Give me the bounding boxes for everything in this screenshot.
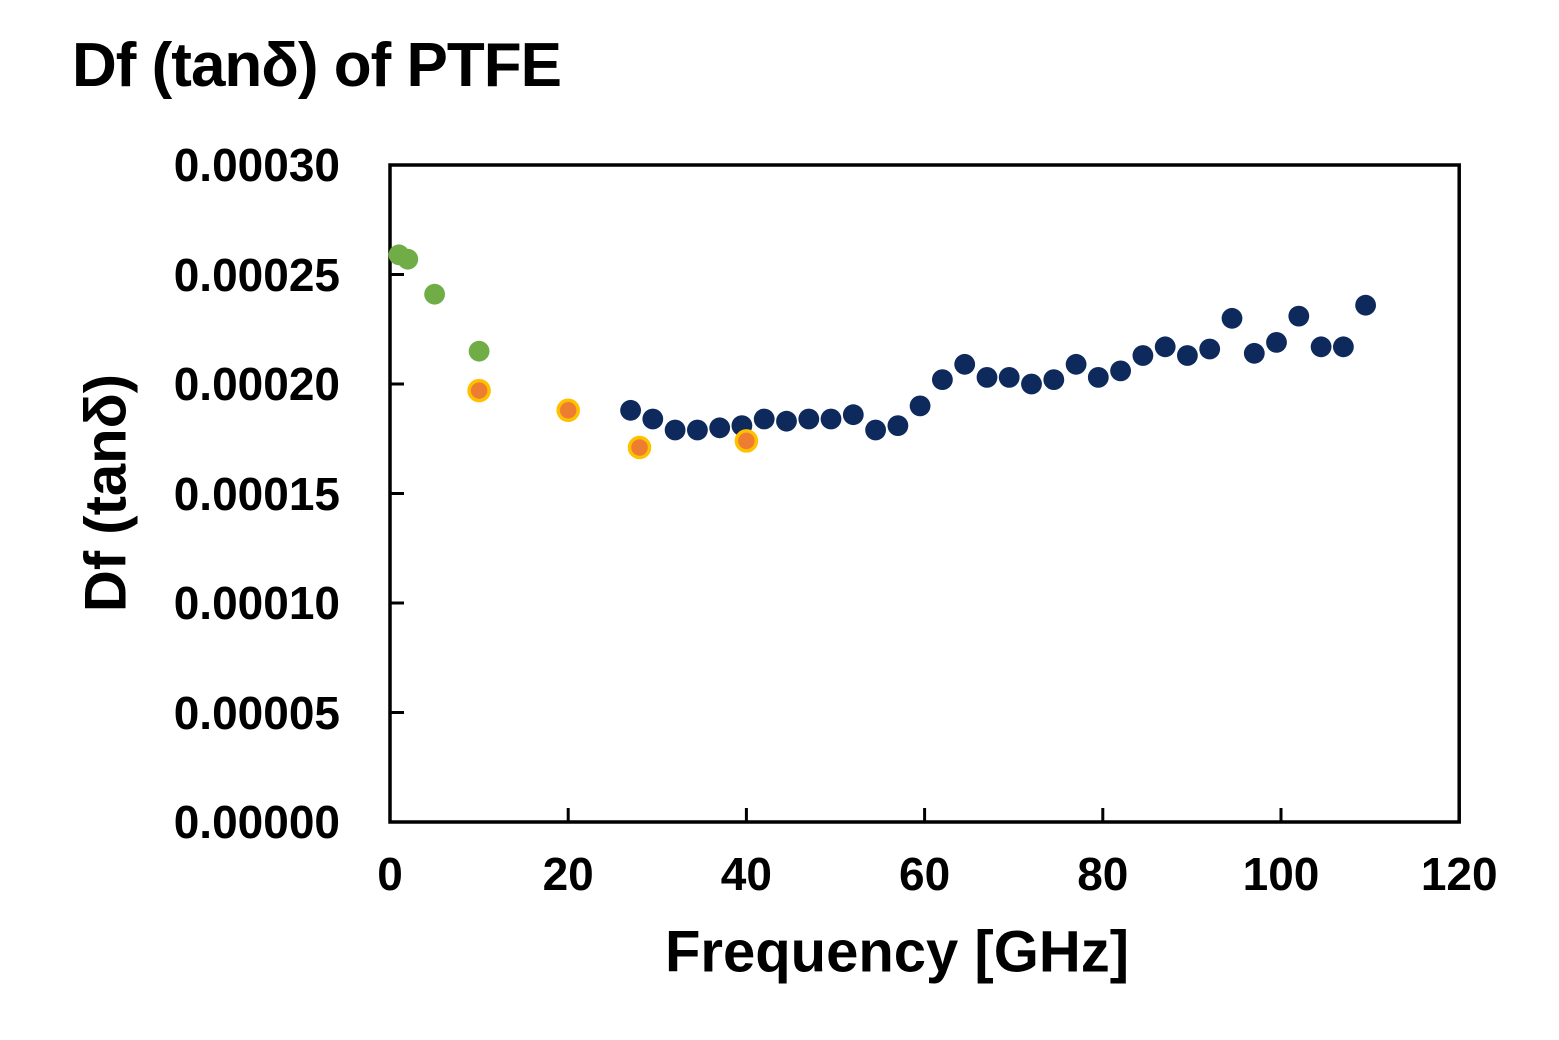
y-tick-label: 0.00010 bbox=[173, 577, 340, 629]
x-tick-label: 100 bbox=[1242, 848, 1320, 900]
x-tick-label: 40 bbox=[720, 848, 772, 900]
mid-band-orange-point bbox=[467, 378, 491, 403]
y-tick-label: 0.00025 bbox=[173, 248, 340, 301]
high-band-navy-point bbox=[1021, 373, 1042, 395]
high-band-navy-point bbox=[1087, 367, 1109, 388]
mid-band-orange-point bbox=[734, 429, 759, 453]
high-band-navy-point bbox=[998, 367, 1020, 388]
high-band-navy-point bbox=[1333, 336, 1354, 358]
low-band-green-point bbox=[397, 248, 419, 270]
low-band-green-point bbox=[424, 283, 445, 305]
y-tick-label: 0.00005 bbox=[173, 686, 340, 739]
y-tick-label: 0.00000 bbox=[173, 796, 340, 848]
high-band-navy-point bbox=[865, 419, 886, 441]
high-band-navy-point bbox=[1266, 332, 1287, 353]
high-band-navy-point bbox=[954, 353, 976, 375]
high-band-navy-point bbox=[620, 399, 641, 421]
high-band-navy-point bbox=[1355, 294, 1376, 316]
x-tick-label: 0 bbox=[377, 848, 403, 900]
y-tick-label: 0.00020 bbox=[173, 358, 340, 410]
high-band-navy-point bbox=[842, 404, 864, 426]
mid-band-orange-point bbox=[627, 435, 652, 460]
y-tick-label: 0.00015 bbox=[173, 467, 340, 520]
high-band-navy-point bbox=[932, 369, 953, 390]
x-axis-title: Frequency [GHz] bbox=[664, 919, 1130, 985]
x-tick-label: 20 bbox=[542, 848, 594, 900]
high-band-navy-point bbox=[776, 410, 797, 432]
high-band-navy-point bbox=[1221, 307, 1243, 329]
x-tick-label: 60 bbox=[899, 848, 951, 900]
x-tick-label: 120 bbox=[1420, 848, 1498, 900]
high-band-navy-point bbox=[1065, 353, 1087, 375]
high-band-navy-point bbox=[887, 415, 909, 436]
high-band-navy-point bbox=[1199, 338, 1221, 360]
chart-title: Df (tanδ) of PTFE bbox=[72, 31, 562, 100]
high-band-navy-point bbox=[1177, 345, 1198, 366]
high-band-navy-point bbox=[798, 408, 820, 430]
high-band-navy-point bbox=[1043, 369, 1065, 390]
low-band-green-point bbox=[468, 340, 490, 362]
high-band-navy-point bbox=[1310, 336, 1332, 358]
high-band-navy-point bbox=[820, 408, 842, 430]
high-band-navy-point bbox=[1154, 336, 1176, 358]
high-band-navy-point bbox=[976, 367, 998, 388]
high-band-navy-point bbox=[664, 419, 686, 441]
high-band-navy-point bbox=[1243, 342, 1265, 364]
high-band-navy-point bbox=[909, 395, 931, 417]
high-band-navy-point bbox=[642, 408, 664, 430]
high-band-navy-point bbox=[687, 419, 708, 441]
y-tick-label: 0.00030 bbox=[173, 139, 340, 191]
high-band-navy-point bbox=[709, 417, 731, 439]
high-band-navy-point bbox=[753, 408, 775, 430]
high-band-navy-point bbox=[1288, 305, 1310, 327]
x-tick-label: 80 bbox=[1077, 848, 1129, 900]
high-band-navy-point bbox=[1132, 345, 1154, 366]
mid-band-orange-point bbox=[556, 398, 580, 423]
high-band-navy-point bbox=[1110, 360, 1131, 382]
plot-border bbox=[388, 163, 1461, 824]
